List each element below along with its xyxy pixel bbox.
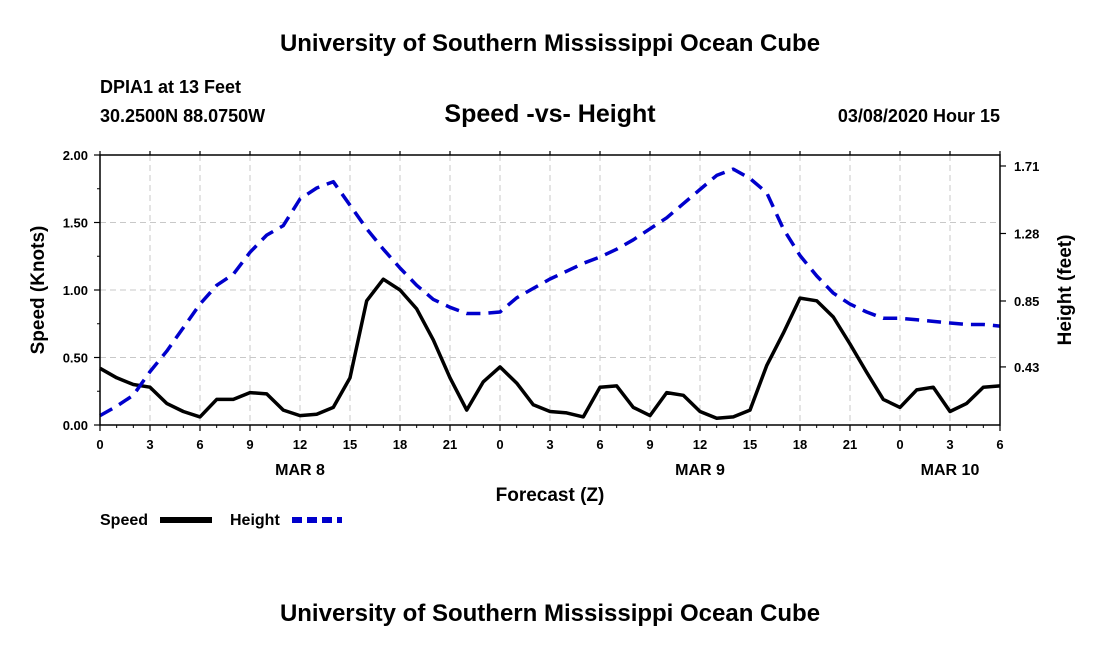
chart-title: Speed -vs- Height: [444, 100, 656, 128]
x-tick-label: 3: [546, 437, 553, 452]
x-tick-label: 9: [646, 437, 653, 452]
x-tick-label: 6: [596, 437, 603, 452]
series-group: [99, 167, 1001, 421]
x-tick-label: 12: [293, 437, 307, 452]
legend-label-speed: Speed: [100, 512, 148, 529]
x-tick-label: 15: [743, 437, 757, 452]
x-tick-label: 6: [996, 437, 1003, 452]
x-tick-label: 18: [793, 437, 807, 452]
series-line-speed: [99, 277, 1001, 421]
legend: Speed Height: [100, 512, 342, 529]
forecast-datetime: 03/08/2020 Hour 15: [837, 106, 1000, 126]
x-tick-label: 0: [96, 437, 103, 452]
date-label: MAR 9: [675, 462, 725, 479]
x-tick-label: 9: [246, 437, 253, 452]
x-axis-title: Forecast (Z): [496, 485, 605, 506]
x-tick-label: 6: [196, 437, 203, 452]
labels-group: 0 3 6 9 12 15 18 21 0 3 6 9 12 15 18 21 0 3 6 0.00 0.50 1.00 1…: [28, 148, 1076, 506]
y2-tick-label: 0.43: [1014, 360, 1039, 375]
y-tick-label: 2.00: [63, 148, 88, 163]
x-tick-label: 18: [393, 437, 407, 452]
y-axis-title: Speed (Knots): [28, 226, 49, 355]
page-title: University of Southern Mississippi Ocean…: [279, 30, 821, 57]
legend-label-height: Height: [230, 512, 280, 529]
x-tick-label: 0: [496, 437, 503, 452]
axes-group: [94, 151, 1006, 431]
y-tick-label: 1.00: [63, 283, 88, 298]
date-label: MAR 8: [275, 462, 325, 479]
y2-tick-label: 1.71: [1014, 159, 1039, 174]
x-tick-label: 15: [343, 437, 357, 452]
x-tick-label: 21: [843, 437, 857, 452]
x-tick-label: 21: [443, 437, 457, 452]
y2-tick-label: 0.85: [1014, 294, 1039, 309]
date-label: MAR 10: [921, 462, 980, 479]
footer-title: University of Southern Mississippi Ocean…: [279, 600, 821, 627]
grid-lines: [100, 155, 1000, 425]
coordinates-label: 30.2500N 88.0750W: [100, 106, 266, 126]
x-tick-label: 3: [946, 437, 953, 452]
series-line-height: [99, 167, 1001, 418]
x-tick-label: 12: [693, 437, 707, 452]
y-tick-label: 0.00: [63, 418, 88, 433]
station-label: DPIA1 at 13 Feet: [100, 77, 242, 97]
x-tick-label: 3: [146, 437, 153, 452]
y2-tick-label: 1.28: [1014, 226, 1039, 241]
y2-axis-title: Height (feet): [1055, 235, 1076, 346]
y-tick-label: 1.50: [63, 216, 88, 231]
x-tick-label: 0: [896, 437, 903, 452]
y-tick-label: 0.50: [63, 351, 88, 366]
